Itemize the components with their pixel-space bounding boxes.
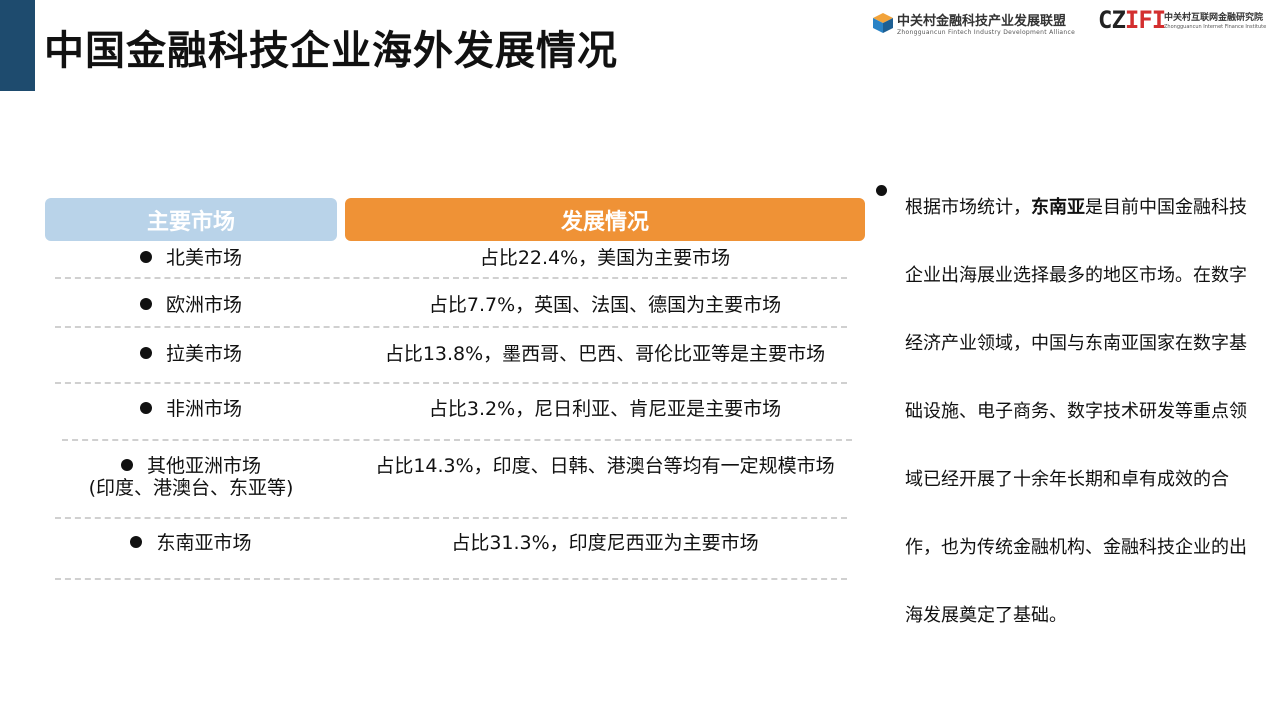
market-label: 北美市场 [165, 247, 242, 269]
status-cell: 占比14.3%，印度、日韩、港澳台等均有一定规模市场 [375, 455, 835, 477]
market-label: 东南亚市场 [156, 532, 252, 554]
market-cell: 其他亚洲市场 (印度、港澳台、东亚等) [45, 455, 337, 499]
status-cell: 占比22.4%，美国为主要市场 [479, 247, 731, 269]
summary-paragraph: 根据市场统计，东南亚是目前中国金融科技企业出海展业选择最多的地区市场。在数字经济… [905, 174, 1250, 650]
title-accent-bar [0, 0, 35, 91]
czifi-name-cn: 中关村互联网金融研究院 [1164, 13, 1264, 23]
bullet-icon [120, 459, 133, 471]
row-divider [55, 382, 847, 384]
summary-highlight: 东南亚 [1031, 197, 1085, 218]
czifi-wordmark-a: CZ [1098, 6, 1126, 34]
status-cell: 占比13.8%，墨西哥、巴西、哥伦比亚等是主要市场 [384, 343, 826, 365]
czifi-name-en: Zhongguancun Internet Finance Institute [1164, 24, 1267, 30]
bullet-icon [130, 536, 143, 548]
market-label: 非洲市场 [165, 398, 242, 420]
market-cell: 拉美市场 [45, 343, 337, 365]
status-cell: 占比7.7%，英国、法国、德国为主要市场 [428, 294, 782, 316]
bullet-icon [139, 251, 152, 263]
row-divider [55, 277, 847, 279]
czifi-logo: CZIFI 中关村互联网金融研究院 Zhongguancun Internet … [1098, 6, 1278, 38]
market-label: 拉美市场 [165, 343, 242, 365]
summary-prefix: 根据市场统计， [905, 197, 1031, 218]
bullet-icon [876, 185, 887, 196]
bullet-icon [139, 298, 152, 310]
cube-logo-icon [873, 13, 893, 33]
row-divider [55, 326, 847, 328]
market-label: 欧洲市场 [165, 294, 242, 316]
summary-body: 是目前中国金融科技企业出海展业选择最多的地区市场。在数字经济产业领域，中国与东南… [905, 197, 1247, 626]
row-divider [62, 439, 852, 441]
market-cell: 东南亚市场 [45, 532, 337, 554]
row-divider [55, 578, 847, 580]
czifi-wordmark-b: IFI [1124, 6, 1166, 34]
row-divider [55, 517, 847, 519]
market-cell: 非洲市场 [45, 398, 337, 420]
zfida-logo: 中关村金融科技产业发展联盟 Zhongguancun Fintech Indus… [872, 8, 1094, 40]
market-cell: 欧洲市场 [45, 294, 337, 316]
czifi-wordmark: CZIFI [1098, 6, 1166, 34]
zfida-name-cn: 中关村金融科技产业发展联盟 [897, 14, 1067, 29]
market-sublabel: (印度、港澳台、东亚等) [88, 477, 294, 499]
header-main-market: 主要市场 [45, 198, 337, 241]
zfida-name-en: Zhongguancun Fintech Industry Developmen… [897, 29, 1076, 36]
bullet-icon [139, 347, 152, 359]
bullet-icon [139, 402, 152, 414]
page-title: 中国金融科技企业海外发展情况 [44, 28, 618, 74]
header-development: 发展情况 [345, 198, 865, 241]
market-cell: 北美市场 [45, 247, 337, 269]
market-label: 其他亚洲市场 [146, 455, 261, 477]
status-cell: 占比31.3%，印度尼西亚为主要市场 [451, 532, 759, 554]
status-cell: 占比3.2%，尼日利亚、肯尼亚是主要市场 [428, 398, 782, 420]
